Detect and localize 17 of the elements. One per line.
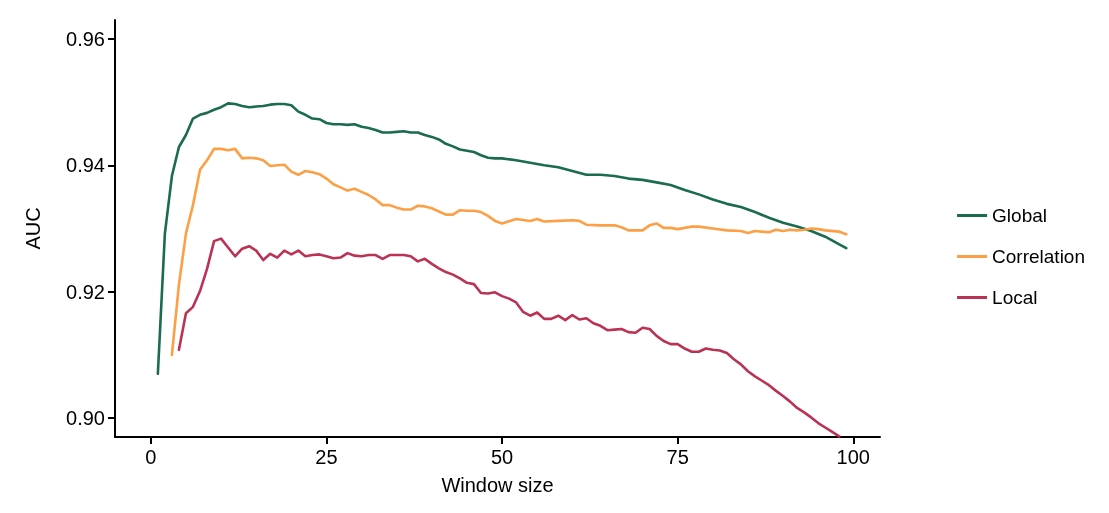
x-axis-title: Window size bbox=[441, 474, 554, 496]
line-series bbox=[170, 147, 848, 357]
y-tick-label: 0.94 bbox=[66, 154, 105, 177]
legend-label: Correlation bbox=[992, 246, 1086, 267]
x-tick-label: 0 bbox=[145, 446, 157, 468]
legend-label: Global bbox=[992, 205, 1047, 226]
y-tick-label: 0.96 bbox=[66, 27, 105, 50]
y-tick-label: 0.90 bbox=[66, 407, 105, 430]
x-tick-label: 100 bbox=[836, 446, 870, 468]
x-tick-label: 50 bbox=[490, 446, 514, 468]
y-axis-title: AUC bbox=[22, 207, 44, 250]
line-series bbox=[177, 237, 841, 438]
y-tick-label: 0.92 bbox=[66, 280, 105, 303]
x-tick-label: 75 bbox=[666, 446, 689, 468]
line-series bbox=[156, 102, 848, 376]
legend-label: Local bbox=[992, 287, 1038, 308]
x-tick-label: 25 bbox=[315, 446, 338, 468]
